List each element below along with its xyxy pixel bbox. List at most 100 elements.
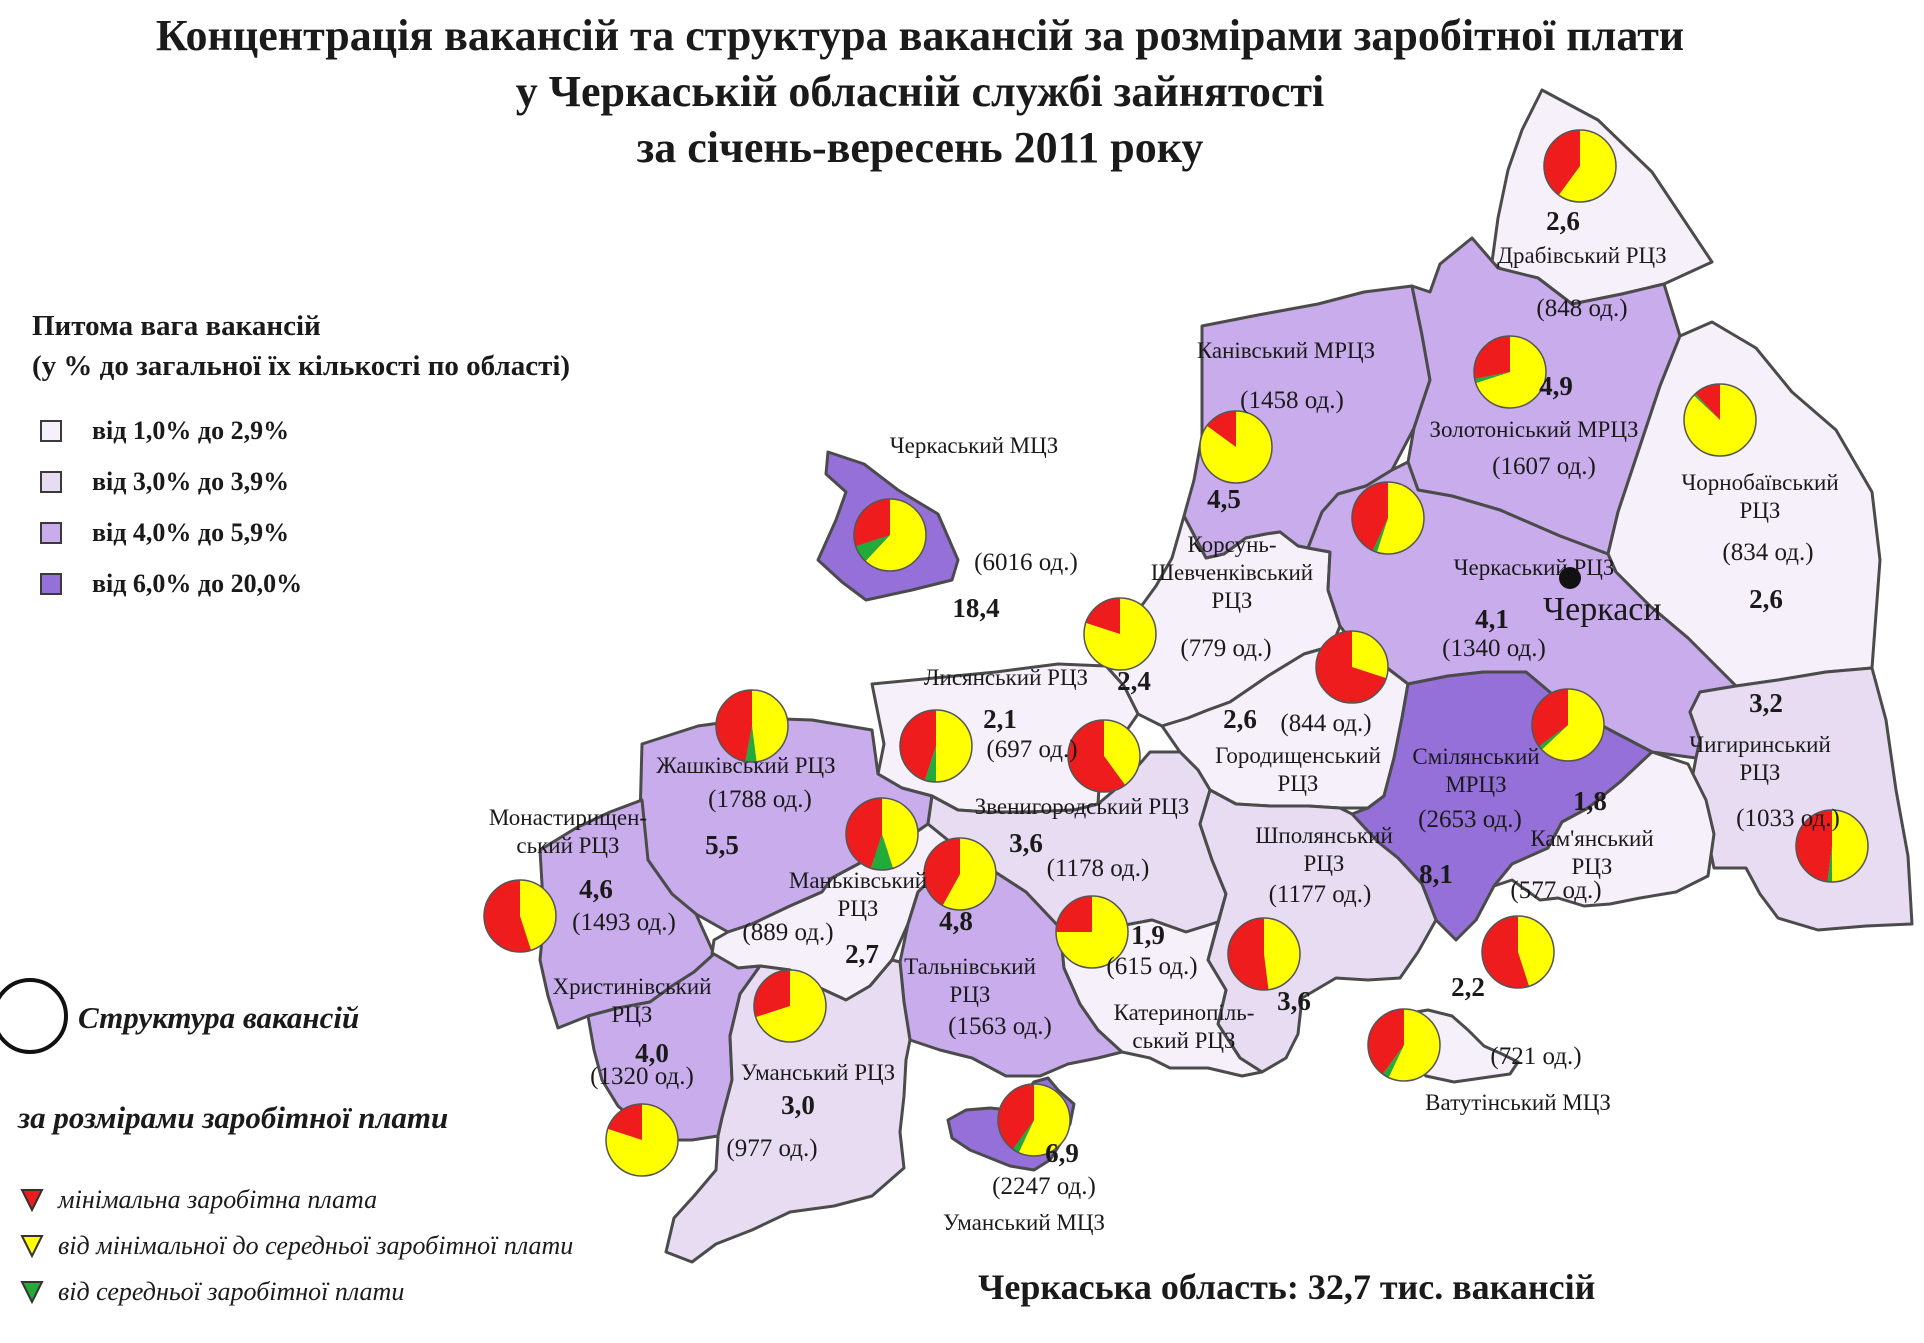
- min-wage-slice: [1351, 481, 1388, 551]
- region-name-line: ський РЦЗ: [1132, 1028, 1235, 1053]
- share-legend-item: від 1,0% до 2,9%: [40, 416, 289, 446]
- structure-pie-vatutine: [1367, 1008, 1441, 1082]
- region-name-line: Смілянський: [1412, 744, 1539, 769]
- region-name-drabiv: Драбівський РЦЗ: [1497, 243, 1666, 268]
- region-name-line: Корсунь-: [1187, 532, 1276, 557]
- min-wage-slice: [854, 499, 890, 547]
- min-wage-slice: [1068, 720, 1126, 793]
- min-wage-slice: [1481, 915, 1530, 988]
- region-name-horodysche: Городищенський РЦЗ: [1215, 743, 1381, 796]
- vacancy-count-zvenyhorodka: (1178 од.): [1047, 855, 1150, 882]
- vacancy-share-kamianka: 1,8: [1573, 786, 1607, 816]
- region-name-line: Ватутінський МЦЗ: [1425, 1090, 1611, 1115]
- pie-outline: [1199, 410, 1273, 484]
- region-areas: [538, 88, 1914, 1264]
- mid-wage-slice: [606, 1103, 679, 1176]
- region-name-line: Чигиринський: [1689, 732, 1831, 757]
- share-legend-label: від 6,0% до 20,0%: [92, 569, 303, 598]
- structure-pie-shpola: [1227, 917, 1301, 991]
- region-name-line: Городищенський: [1215, 743, 1381, 768]
- map-title: Концентрація вакансій та структура вакан…: [0, 8, 1840, 176]
- min-wage-slice: [997, 1084, 1034, 1150]
- pie-outline: [1543, 129, 1617, 203]
- above-avg-slice: [924, 746, 936, 782]
- region-name-line: Канівський МРЦЗ: [1197, 338, 1375, 363]
- vacancy-count-ch_mcz: (6016 од.): [974, 549, 1078, 576]
- min-wage-slice: [1206, 411, 1236, 447]
- vacancy-share-drabiv: 2,6: [1546, 206, 1580, 236]
- structure-legend-subtitle: за розмірами заробітної плати: [18, 1100, 449, 1135]
- pie-outline: [899, 709, 973, 783]
- pie-outline: [483, 879, 557, 953]
- vacancy-share-mankivka: 2,7: [845, 939, 879, 969]
- green-slice-icon: [20, 1281, 44, 1305]
- region-name-line: Черкаський МЦЗ: [890, 433, 1059, 458]
- region-name-talne: Тальнівський РЦЗ: [904, 954, 1036, 1007]
- structure-pie-talne: [923, 837, 997, 911]
- vacancy-count-chornobai: (834 од.): [1722, 539, 1813, 566]
- min-wage-slice: [1085, 598, 1120, 634]
- vacancy-count-uman_mcz: (2247 од.): [992, 1173, 1096, 1200]
- vacancy-share-uman_mcz: 6,9: [1045, 1138, 1079, 1168]
- mid-wage-slice: [520, 880, 556, 951]
- vacancy-count-monastyrysche: (1493 од.): [572, 909, 676, 936]
- above-avg-slice: [870, 834, 894, 870]
- min-wage-slice: [754, 970, 790, 1018]
- structure-pie-zhashkiv: [715, 689, 789, 763]
- mid-wage-slice: [752, 690, 788, 762]
- share-legend-swatch: [40, 522, 62, 544]
- vacancy-count-vatutine: (721 од.): [1490, 1043, 1581, 1070]
- structure-pie-monastyrysche: [483, 879, 557, 953]
- region-name-mankivka: Маньківський РЦЗ: [789, 868, 927, 921]
- vacancy-share-kaniv: 4,5: [1207, 484, 1241, 514]
- region-name-line: РЦЗ: [950, 982, 991, 1007]
- region-name-uman_rcz: Уманський РЦЗ: [741, 1060, 895, 1085]
- region-name-line: Черкаський РЦЗ: [1454, 555, 1615, 580]
- share-legend-title-line-2: (у % до загальної їх кількості по област…: [32, 350, 571, 382]
- structure-pie-horodysche: [1315, 630, 1389, 704]
- min-wage-slice: [1543, 130, 1580, 196]
- vacancy-count-zolotonosha: (1607 од.): [1492, 453, 1596, 480]
- mid-wage-slice: [1475, 336, 1547, 408]
- region-name-line: РЦЗ: [1740, 760, 1781, 785]
- mid-wage-slice: [1084, 597, 1157, 670]
- share-legend-item: від 3,0% до 3,9%: [40, 467, 289, 497]
- min-wage-slice: [1227, 917, 1269, 990]
- share-legend-label: від 1,0% до 2,9%: [92, 416, 290, 445]
- pie-outline: [923, 837, 997, 911]
- region-name-zhashkiv: Жашківський РЦЗ: [656, 753, 835, 778]
- structure-legend-circle-icon: [0, 978, 68, 1054]
- mid-wage-slice: [882, 798, 918, 869]
- pie-outline: [1473, 335, 1547, 409]
- above-avg-slice: [855, 535, 890, 562]
- min-wage-slice: [607, 1104, 642, 1140]
- structure-pie-mankivka: [845, 797, 919, 871]
- mid-wage-slice: [1684, 383, 1757, 456]
- region-name-korsun: Корсунь- Шевченківський РЦЗ: [1151, 532, 1313, 613]
- mid-wage-slice: [1518, 916, 1554, 987]
- region-name-line: ський РЦЗ: [516, 833, 619, 858]
- structure-legend-title: Структура вакансій: [78, 1000, 360, 1035]
- mid-wage-slice: [1352, 631, 1388, 679]
- min-wage-slice: [1367, 1008, 1404, 1075]
- vacancy-share-ch_rcz: 4,1: [1475, 604, 1509, 634]
- region-area-drabiv: [1490, 88, 1714, 306]
- vacancy-share-katerynopil: 1,9: [1131, 920, 1165, 950]
- structure-pie-lysianka: [899, 709, 973, 783]
- region-name-chornobai: Чорнобаївський РЦЗ: [1681, 470, 1838, 523]
- pie-outline: [1531, 688, 1605, 762]
- pie-outline: [1367, 1008, 1441, 1082]
- vacancy-share-monastyrysche: 4,6: [579, 874, 613, 904]
- structure-pie-ch_mcz: [853, 498, 927, 572]
- mid-wage-slice: [936, 710, 972, 782]
- region-name-uman_mcz: Уманський МЦЗ: [943, 1210, 1105, 1235]
- pie-outline: [1083, 597, 1157, 671]
- mid-wage-slice: [1264, 918, 1300, 990]
- min-wage-slice: [715, 689, 752, 762]
- vacancy-share-zhashkiv: 5,5: [705, 830, 739, 860]
- above-avg-slice: [1827, 846, 1832, 882]
- structure-pie-zvenyhorodka: [1067, 719, 1141, 793]
- pie-outline: [997, 1083, 1071, 1157]
- vacancy-share-ch_mcz: 18,4: [952, 593, 999, 623]
